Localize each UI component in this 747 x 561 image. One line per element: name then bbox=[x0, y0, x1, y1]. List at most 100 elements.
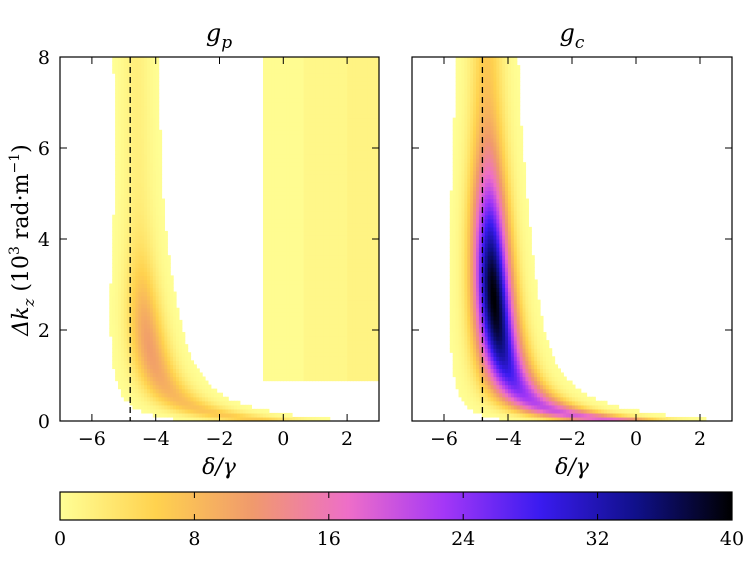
heatmap-cell bbox=[323, 170, 328, 175]
heatmap-cell bbox=[126, 77, 131, 82]
heatmap-cell bbox=[132, 190, 136, 196]
heatmap-cell bbox=[167, 408, 171, 414]
heatmap-cell bbox=[126, 137, 131, 143]
heatmap-cell bbox=[274, 356, 279, 361]
heatmap-cell bbox=[321, 69, 325, 74]
heatmap-cell bbox=[123, 243, 128, 248]
heatmap-cell bbox=[323, 97, 328, 103]
heatmap-cell bbox=[341, 81, 345, 86]
heatmap-cell bbox=[155, 121, 160, 127]
heatmap-cell bbox=[312, 271, 316, 276]
heatmap-cell bbox=[350, 145, 354, 151]
heatmap-cell bbox=[141, 206, 145, 212]
heatmap-cell bbox=[318, 368, 322, 374]
heatmap-cell bbox=[318, 101, 322, 107]
heatmap-cell bbox=[289, 356, 293, 361]
heatmap-cell bbox=[144, 125, 148, 131]
heatmap-cell bbox=[323, 319, 328, 325]
heatmap-cell bbox=[289, 178, 293, 183]
heatmap-cell bbox=[115, 303, 119, 309]
heatmap-cell bbox=[120, 368, 125, 374]
heatmap-cell bbox=[321, 348, 325, 353]
heatmap-cell bbox=[350, 166, 354, 171]
heatmap-cell bbox=[123, 214, 128, 220]
heatmap-cell bbox=[283, 283, 287, 289]
heatmap-cell bbox=[135, 226, 139, 232]
heatmap-cell bbox=[274, 170, 279, 175]
heatmap-cell bbox=[341, 259, 345, 264]
heatmap-cell bbox=[109, 332, 113, 337]
heatmap-cell bbox=[312, 226, 316, 232]
heatmap-cell bbox=[312, 287, 316, 293]
heatmap-cell bbox=[364, 275, 368, 281]
heatmap-cell bbox=[358, 218, 363, 224]
heatmap-cell bbox=[265, 194, 270, 200]
heatmap-cell bbox=[181, 380, 186, 386]
heatmap-cell bbox=[326, 376, 331, 382]
heatmap-cell bbox=[338, 230, 342, 236]
heatmap-cell bbox=[297, 150, 302, 155]
heatmap-cell bbox=[176, 344, 180, 349]
heatmap-cell bbox=[326, 356, 331, 361]
heatmap-cell bbox=[152, 166, 157, 171]
heatmap-cell bbox=[118, 279, 122, 285]
heatmap-cell bbox=[283, 243, 287, 248]
heatmap-cell bbox=[344, 360, 348, 365]
heatmap-cell bbox=[292, 368, 296, 374]
heatmap-cell bbox=[350, 174, 354, 179]
heatmap-cell bbox=[373, 344, 377, 349]
heatmap-cell bbox=[263, 186, 267, 192]
heatmap-cell bbox=[280, 162, 284, 167]
heatmap-cell bbox=[274, 340, 279, 345]
heatmap-cell bbox=[367, 81, 371, 86]
heatmap-cell bbox=[297, 364, 302, 370]
heatmap-cell bbox=[358, 263, 363, 268]
heatmap-cell bbox=[286, 311, 290, 317]
heatmap-cell bbox=[306, 416, 310, 421]
heatmap-cell bbox=[274, 166, 279, 171]
heatmap-cell bbox=[138, 239, 142, 244]
heatmap-cell bbox=[277, 251, 281, 256]
heatmap-cell bbox=[193, 408, 197, 414]
heatmap-cell bbox=[303, 267, 308, 272]
heatmap-cell bbox=[210, 400, 215, 406]
heatmap-cell bbox=[147, 267, 151, 272]
heatmap-cell bbox=[292, 239, 296, 244]
heatmap-cell bbox=[155, 323, 160, 329]
heatmap-cell bbox=[155, 412, 160, 418]
heatmap-cell bbox=[178, 412, 183, 418]
heatmap-cell bbox=[364, 133, 368, 139]
heatmap-cell bbox=[225, 412, 229, 418]
heatmap-cell bbox=[367, 356, 371, 361]
heatmap-cell bbox=[147, 121, 151, 127]
heatmap-cell bbox=[309, 307, 313, 313]
heatmap-cell bbox=[332, 117, 337, 123]
heatmap-cell bbox=[144, 340, 148, 345]
heatmap-cell bbox=[370, 247, 374, 252]
heatmap-cell bbox=[297, 210, 302, 216]
heatmap-cell bbox=[321, 186, 325, 192]
heatmap-cell bbox=[335, 243, 339, 248]
heatmap-cell bbox=[352, 303, 357, 309]
heatmap-cell bbox=[338, 89, 342, 94]
heatmap-cell bbox=[323, 121, 328, 127]
heatmap-cell bbox=[355, 234, 360, 240]
heatmap-cell bbox=[303, 275, 308, 281]
heatmap-cell bbox=[190, 400, 194, 406]
heatmap-cell bbox=[144, 380, 148, 386]
heatmap-cell bbox=[280, 186, 284, 192]
heatmap-cell bbox=[329, 194, 334, 200]
heatmap-cell bbox=[178, 408, 183, 414]
heatmap-cell bbox=[268, 97, 273, 103]
heatmap-cell bbox=[358, 214, 363, 220]
heatmap-cell bbox=[286, 125, 290, 131]
heatmap-cell bbox=[120, 287, 125, 293]
heatmap-cell bbox=[123, 376, 128, 382]
heatmap-cell bbox=[323, 206, 328, 212]
heatmap-cell bbox=[280, 198, 284, 204]
heatmap-cell bbox=[132, 267, 136, 272]
heatmap-cell bbox=[138, 97, 142, 103]
heatmap-cell bbox=[318, 182, 322, 188]
heatmap-cell bbox=[294, 307, 299, 313]
heatmap-cell bbox=[167, 356, 171, 361]
